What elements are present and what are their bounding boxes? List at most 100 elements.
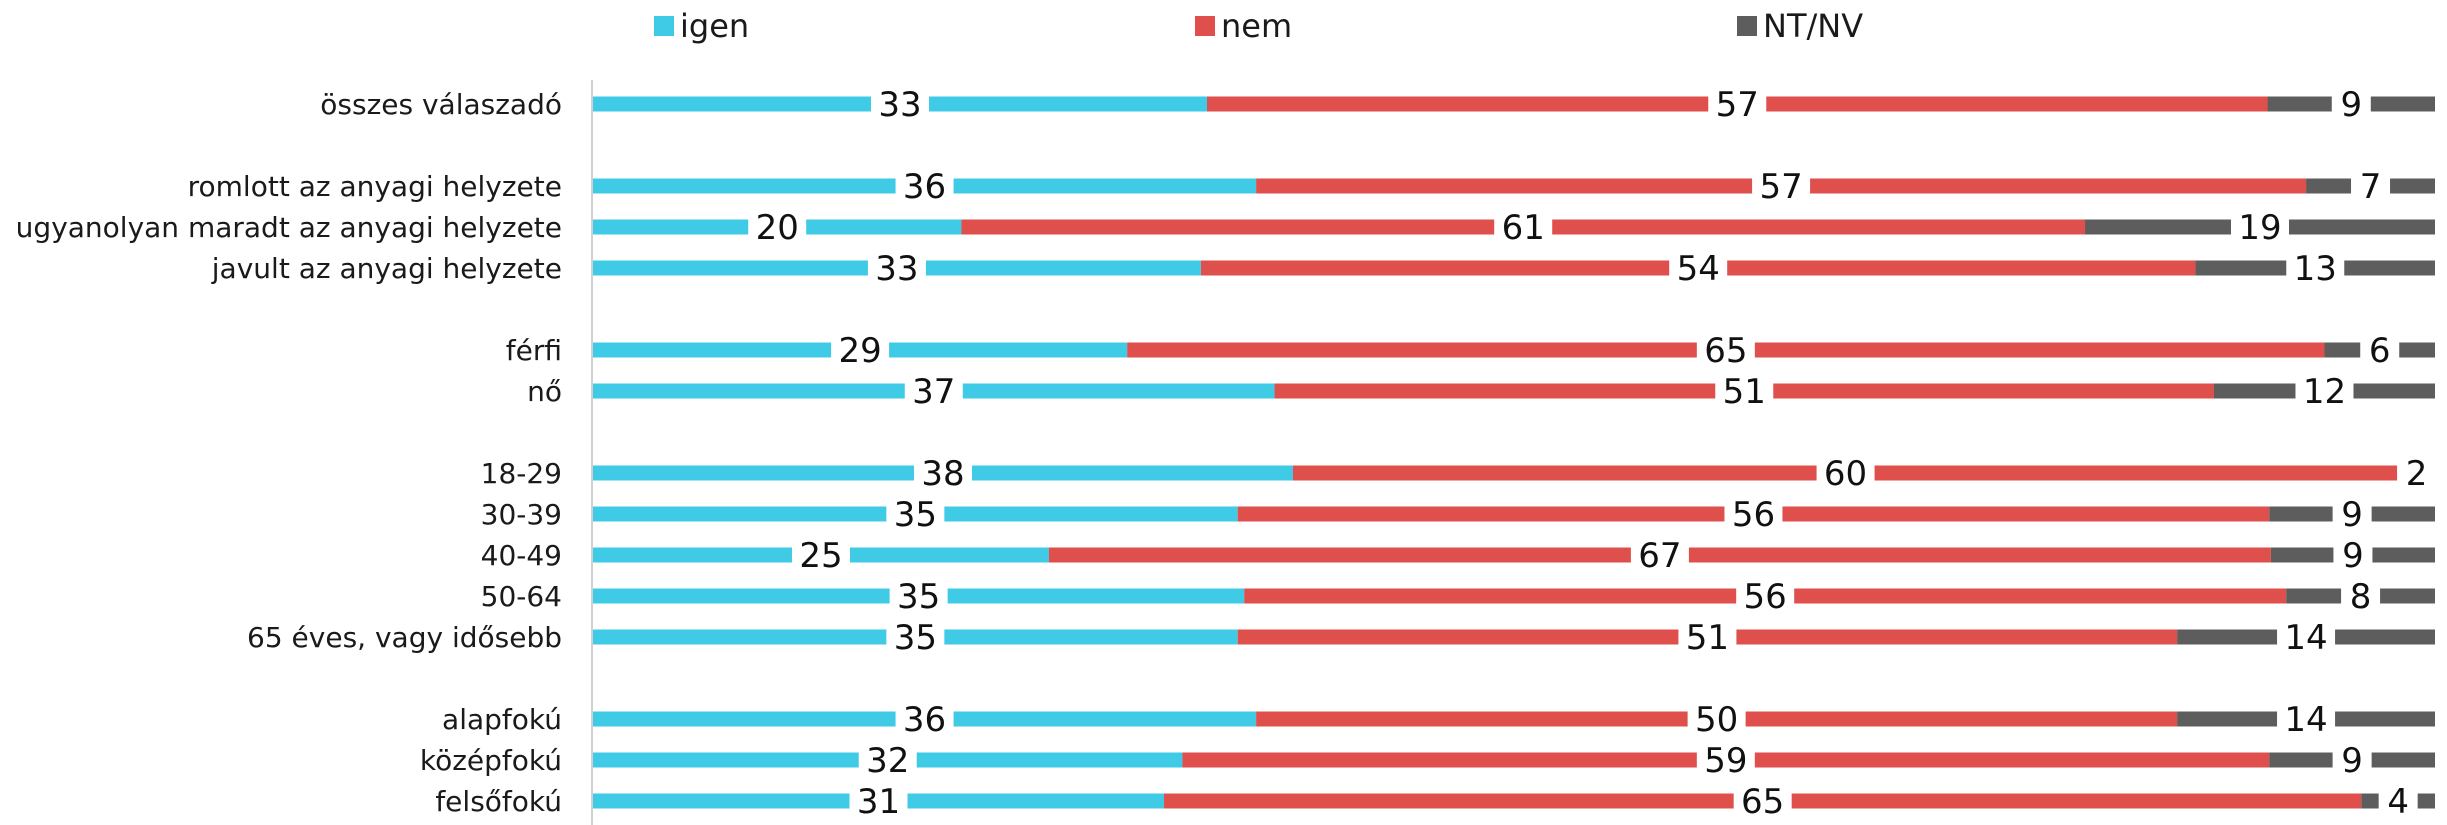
data-label-gap — [2378, 792, 2418, 810]
data-label-gap — [1696, 751, 1755, 769]
category-label: alapfokú — [442, 703, 562, 736]
data-label-gap — [2332, 505, 2372, 523]
legend-item-nem: nem — [1195, 6, 1292, 46]
chart-legend: igen nem NT/NV — [0, 6, 2447, 46]
data-label-gap — [1736, 587, 1795, 605]
legend-label-ntnv: NT/NV — [1763, 7, 1864, 45]
category-label: összes válaszadó — [320, 88, 562, 121]
data-label-gap — [1715, 382, 1774, 400]
data-label-gap — [1724, 505, 1783, 523]
category-label: felsőfokú — [435, 785, 562, 818]
data-label: 56 — [1732, 495, 1775, 535]
data-label: 33 — [875, 249, 918, 289]
data-label: 36 — [903, 700, 946, 740]
category-label: 18-29 — [481, 457, 562, 490]
data-label-gap — [2331, 95, 2371, 113]
legend-label-igen: igen — [680, 7, 750, 45]
data-label: 61 — [1502, 208, 1545, 248]
data-label: 57 — [1759, 167, 1802, 207]
data-label-gap — [1494, 218, 1553, 236]
data-label: 57 — [1716, 85, 1759, 125]
data-label: 37 — [912, 372, 955, 412]
data-label-gap — [2332, 751, 2372, 769]
data-label-gap — [2333, 546, 2373, 564]
data-label: 14 — [2284, 618, 2327, 658]
data-label: 65 — [1741, 782, 1784, 822]
data-label: 8 — [2350, 577, 2372, 617]
data-label: 33 — [878, 85, 921, 125]
data-label: 13 — [2294, 249, 2337, 289]
data-label: 9 — [2340, 85, 2362, 125]
data-label: 59 — [1704, 741, 1747, 781]
category-label: romlott az anyagi helyzete — [188, 170, 562, 203]
data-label: 38 — [921, 454, 964, 494]
data-label: 19 — [2238, 208, 2281, 248]
data-label-gap — [886, 628, 945, 646]
category-label: ugyanolyan maradt az anyagi helyzete — [16, 211, 562, 244]
data-label-gap — [1669, 259, 1728, 277]
data-label-gap — [895, 710, 954, 728]
data-label-gap — [889, 587, 948, 605]
data-label-gap — [1733, 792, 1792, 810]
data-label: 29 — [838, 331, 881, 371]
legend-label-nem: nem — [1221, 7, 1293, 45]
data-label-gap — [913, 464, 972, 482]
data-label-gap — [904, 382, 963, 400]
data-label-gap — [831, 341, 890, 359]
data-label: 14 — [2284, 700, 2327, 740]
category-label: 65 éves, vagy idősebb — [247, 621, 562, 654]
data-label: 9 — [2341, 495, 2363, 535]
data-label-gap — [1696, 341, 1755, 359]
data-label-gap — [2231, 218, 2290, 236]
data-label: 20 — [756, 208, 799, 248]
category-label: javult az anyagi helyzete — [211, 252, 562, 285]
data-label-gap — [867, 259, 926, 277]
data-label: 35 — [897, 577, 940, 617]
data-label-gap — [871, 95, 929, 113]
legend-swatch-igen — [654, 16, 674, 36]
data-label-gap — [1687, 710, 1746, 728]
data-label-gap — [1678, 628, 1737, 646]
category-label: nő — [527, 375, 562, 408]
data-label: 56 — [1744, 577, 1787, 617]
category-label: 50-64 — [481, 580, 562, 613]
data-label: 31 — [857, 782, 900, 822]
legend-item-igen: igen — [654, 6, 749, 46]
data-label: 7 — [2360, 167, 2382, 207]
data-label-gap — [858, 751, 917, 769]
data-label: 32 — [866, 741, 909, 781]
data-label: 54 — [1677, 249, 1720, 289]
data-label-gap — [2277, 710, 2336, 728]
data-label: 35 — [894, 618, 937, 658]
data-label: 25 — [799, 536, 842, 576]
data-label-gap — [2351, 177, 2391, 195]
legend-swatch-nem — [1195, 16, 1215, 36]
data-label: 51 — [1723, 372, 1766, 412]
legend-item-ntnv: NT/NV — [1737, 6, 1863, 46]
data-label: 4 — [2387, 782, 2409, 822]
data-label-gap — [1816, 464, 1875, 482]
data-label: 36 — [903, 167, 946, 207]
data-label-gap — [1752, 177, 1811, 195]
legend-swatch-ntnv — [1737, 16, 1757, 36]
data-label: 60 — [1824, 454, 1867, 494]
data-label-gap — [895, 177, 954, 195]
data-label-gap — [791, 546, 850, 564]
category-label: 30-39 — [481, 498, 562, 531]
data-label-gap — [748, 218, 807, 236]
data-label: 35 — [894, 495, 937, 535]
data-label-gap — [1630, 546, 1689, 564]
data-label: 65 — [1704, 331, 1747, 371]
data-label-gap — [2360, 341, 2400, 359]
data-label-gap — [2277, 628, 2336, 646]
category-label: középfokú — [420, 744, 562, 777]
data-label-gap — [886, 505, 945, 523]
data-label: 67 — [1638, 536, 1681, 576]
data-label-gap — [1708, 95, 1767, 113]
data-label-gap — [2341, 587, 2381, 605]
data-label: 12 — [2303, 372, 2346, 412]
data-label-gap — [2397, 464, 2437, 482]
data-label: 51 — [1686, 618, 1729, 658]
category-label: férfi — [506, 334, 562, 367]
